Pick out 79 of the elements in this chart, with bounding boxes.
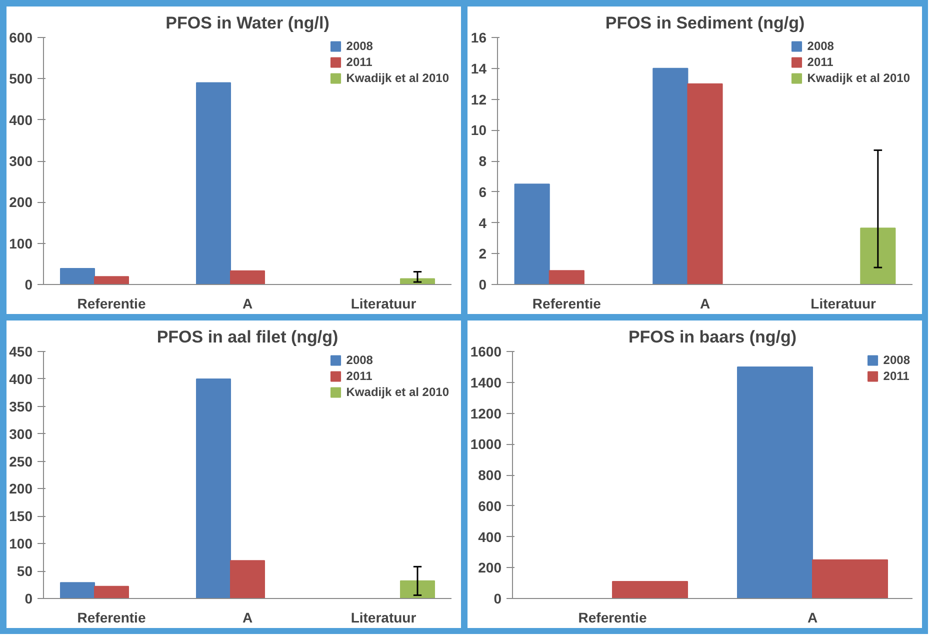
bar bbox=[94, 586, 129, 598]
bar bbox=[400, 278, 435, 284]
y-tick-label: 16 bbox=[470, 30, 487, 46]
y-tick-label: 4 bbox=[478, 214, 487, 231]
bar bbox=[860, 228, 896, 284]
y-tick-label: 500 bbox=[9, 70, 33, 87]
x-tick-label: Literatuur bbox=[810, 296, 877, 312]
legend-label: Kwadijk et al 2010 bbox=[346, 71, 449, 85]
y-tick-label: 1600 bbox=[470, 344, 502, 360]
y-tick-label: 200 bbox=[9, 194, 33, 210]
y-tick-label: 200 bbox=[478, 560, 502, 576]
x-tick-label: Literatuur bbox=[350, 610, 417, 626]
bar bbox=[94, 276, 129, 284]
legend-label: 2011 bbox=[883, 369, 910, 383]
y-tick-label: 2 bbox=[478, 246, 487, 262]
x-tick-label: A bbox=[807, 610, 818, 626]
bar bbox=[60, 582, 95, 598]
y-tick-label: 6 bbox=[478, 184, 487, 200]
y-tick-label: 800 bbox=[478, 467, 502, 483]
y-tick-label: 300 bbox=[9, 153, 33, 169]
bar bbox=[400, 580, 435, 598]
y-tick-label: 10 bbox=[470, 122, 487, 138]
chart-title: PFOS in Water (ng/l) bbox=[166, 14, 330, 32]
bar bbox=[196, 378, 231, 598]
legend-label: 2008 bbox=[883, 353, 910, 367]
x-tick-label: A bbox=[700, 296, 710, 312]
y-tick-label: 450 bbox=[9, 344, 33, 360]
legend-label: 2008 bbox=[346, 39, 373, 53]
chart-title: PFOS in Sediment (ng/g) bbox=[605, 14, 805, 32]
bar bbox=[687, 83, 723, 284]
legend-label: 2008 bbox=[346, 353, 373, 367]
y-tick-label: 100 bbox=[9, 235, 33, 252]
y-tick-label: 8 bbox=[478, 153, 487, 169]
y-tick-label: 0 bbox=[494, 590, 502, 606]
y-tick-label: 350 bbox=[9, 398, 33, 414]
x-tick-label: Referentie bbox=[532, 296, 602, 312]
x-tick-label: Literatuur bbox=[350, 296, 417, 312]
bar bbox=[230, 270, 265, 284]
bar bbox=[652, 68, 688, 284]
legend-label: Kwadijk et al 2010 bbox=[807, 71, 910, 85]
legend-label: 2008 bbox=[807, 39, 834, 53]
y-tick-label: 100 bbox=[9, 536, 33, 552]
y-tick-label: 600 bbox=[478, 498, 502, 514]
bar bbox=[60, 268, 95, 284]
x-tick-label: A bbox=[242, 610, 253, 626]
y-tick-label: 400 bbox=[478, 528, 502, 545]
y-tick-label: 1400 bbox=[470, 374, 502, 390]
y-tick-label: 50 bbox=[16, 563, 33, 580]
y-tick-label: 0 bbox=[24, 590, 33, 606]
x-tick-label: Referentie bbox=[77, 610, 146, 626]
legend-label: Kwadijk et al 2010 bbox=[346, 385, 449, 399]
bar bbox=[737, 366, 813, 598]
y-tick-label: 250 bbox=[9, 453, 33, 470]
y-tick-label: 150 bbox=[9, 508, 33, 524]
bar bbox=[612, 581, 688, 598]
chart-title: PFOS in baars (ng/g) bbox=[628, 328, 797, 346]
x-tick-label: Referentie bbox=[578, 610, 647, 626]
y-tick-label: 12 bbox=[470, 91, 487, 108]
bar bbox=[230, 560, 265, 598]
y-tick-label: 400 bbox=[9, 112, 33, 128]
y-tick-label: 400 bbox=[9, 370, 33, 387]
bar bbox=[196, 82, 231, 284]
legend-label: 2011 bbox=[346, 369, 372, 383]
y-tick-label: 300 bbox=[9, 426, 33, 442]
chart-title: PFOS in aal filet (ng/g) bbox=[156, 328, 338, 346]
y-tick-label: 14 bbox=[470, 60, 487, 76]
y-tick-label: 600 bbox=[9, 30, 33, 46]
y-tick-label: 0 bbox=[478, 276, 487, 292]
y-tick-label: 1000 bbox=[470, 436, 502, 452]
legend-label: 2011 bbox=[346, 55, 372, 69]
bar bbox=[514, 184, 550, 284]
x-tick-label: A bbox=[242, 296, 253, 312]
x-tick-label: Referentie bbox=[77, 296, 146, 312]
y-tick-label: 0 bbox=[24, 276, 33, 292]
legend-label: 2011 bbox=[807, 55, 834, 69]
bar bbox=[548, 270, 584, 284]
y-tick-label: 1200 bbox=[470, 405, 502, 422]
y-tick-label: 200 bbox=[9, 480, 33, 497]
bar bbox=[812, 559, 888, 598]
